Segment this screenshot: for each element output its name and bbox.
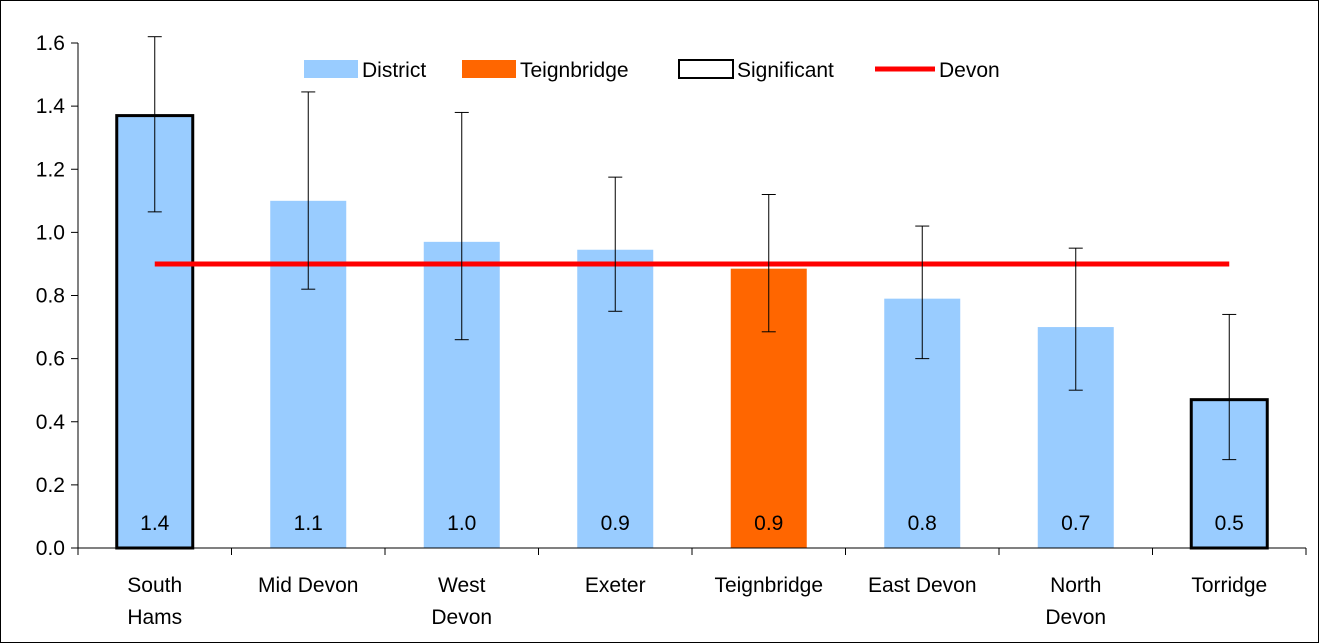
- x-tick-label-line: North: [1050, 574, 1101, 597]
- data-label: 0.7: [1061, 512, 1090, 535]
- data-label: 0.8: [908, 512, 937, 535]
- data-label: 0.9: [601, 512, 630, 535]
- x-tick-label-line: Teignbridge: [714, 574, 823, 597]
- y-tick-label: 0.6: [36, 348, 65, 371]
- plot-area: 1.4 1.1 1.0 0.9 0.9 0.8 0.7 0.5 0.0 0.2 0.4 0.6 0.8 1…: [36, 32, 1307, 629]
- data-label: 0.9: [754, 512, 783, 535]
- x-tick-label: North Devon: [1045, 574, 1106, 629]
- x-tick-label: East Devon: [868, 574, 977, 597]
- legend-label: Significant: [737, 59, 834, 82]
- y-tick-label: 0.4: [36, 411, 66, 434]
- x-tick-label: Torridge: [1191, 574, 1267, 597]
- y-tick-label: 1.2: [36, 158, 65, 181]
- x-tick-label: South Hams: [127, 574, 182, 629]
- legend-swatch-significant: [678, 59, 734, 79]
- data-label: 0.5: [1215, 512, 1244, 535]
- x-tick-label: West Devon: [431, 574, 492, 629]
- x-tick-label-line: Exeter: [585, 574, 646, 597]
- x-tick-label: Exeter: [585, 574, 646, 597]
- y-tick-label: 0.8: [36, 285, 65, 308]
- y-tick-label: 1.4: [36, 95, 66, 118]
- data-label: 1.4: [140, 512, 170, 535]
- legend-swatch-teignbridge: [462, 60, 516, 78]
- y-tick-label: 0.0: [36, 537, 65, 560]
- legend-label: Teignbridge: [520, 59, 629, 82]
- x-tick-label-line: Hams: [127, 606, 182, 629]
- x-tick-label-line: Torridge: [1191, 574, 1267, 597]
- x-tick-label-line: Mid Devon: [258, 574, 358, 597]
- y-tick-label: 1.6: [36, 32, 65, 55]
- x-tick-label-line: South: [127, 574, 182, 597]
- legend-swatch-district: [304, 60, 358, 78]
- legend: District Teignbridge Significant Devon: [304, 59, 1000, 82]
- x-tick-label: Teignbridge: [714, 574, 823, 597]
- legend-label: Devon: [939, 59, 1000, 82]
- data-label: 1.1: [294, 512, 323, 535]
- x-tick-label: Mid Devon: [258, 574, 358, 597]
- y-tick-label: 1.0: [36, 221, 65, 244]
- x-tick-label-line: West: [438, 574, 486, 597]
- x-tick-label-line: Devon: [431, 606, 492, 629]
- y-tick-label: 0.2: [36, 474, 65, 497]
- x-tick-label-line: East Devon: [868, 574, 977, 597]
- data-label: 1.0: [447, 512, 476, 535]
- x-tick-label-line: Devon: [1045, 606, 1106, 629]
- legend-label: District: [362, 59, 426, 82]
